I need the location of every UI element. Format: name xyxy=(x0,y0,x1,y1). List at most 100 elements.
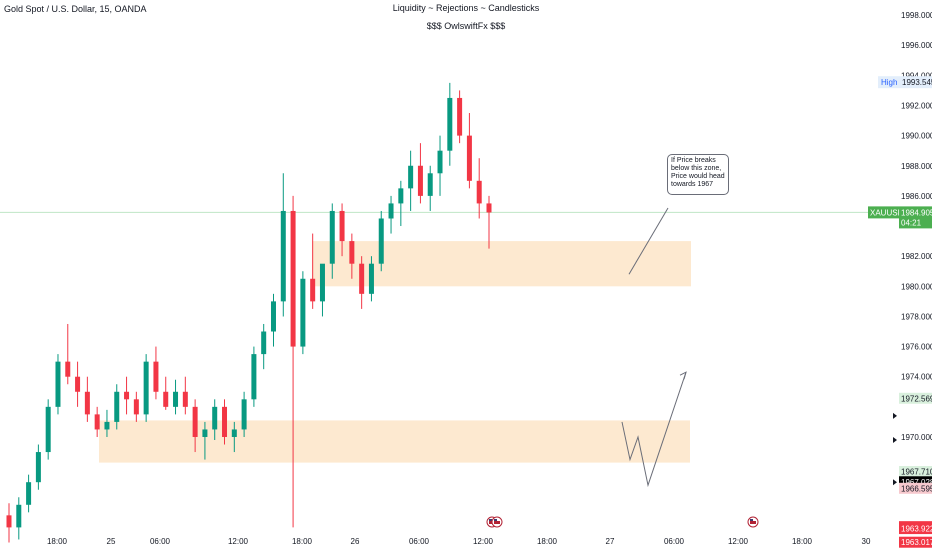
drawings-layer xyxy=(621,207,687,488)
candle-body xyxy=(153,361,159,392)
note-annotation[interactable]: If Price breaks below this zone, Price w… xyxy=(667,154,729,195)
candle xyxy=(359,256,365,309)
candle-body xyxy=(163,391,169,407)
candle-body xyxy=(319,263,325,302)
price-axis-bg xyxy=(868,0,932,550)
candle xyxy=(280,173,286,317)
price-tick-label: 1978.000 xyxy=(901,312,932,321)
candle xyxy=(16,497,22,540)
price-tag: 1963.017 xyxy=(901,538,932,547)
candle xyxy=(65,323,71,385)
projected-arrowhead xyxy=(679,371,687,380)
candle xyxy=(45,399,51,460)
candle-body xyxy=(104,421,110,430)
candle-body xyxy=(114,391,120,422)
candle-body xyxy=(26,482,32,505)
candle xyxy=(398,180,404,227)
candle-body xyxy=(182,391,188,407)
event-flag-icon xyxy=(747,516,759,528)
candle xyxy=(339,203,345,257)
candle xyxy=(124,376,130,415)
time-tick-label: 06:00 xyxy=(664,537,685,546)
candle-body xyxy=(241,399,247,430)
candle xyxy=(153,346,159,400)
candle xyxy=(290,195,296,528)
candle xyxy=(212,399,218,440)
time-tick-label: 18:00 xyxy=(47,537,68,546)
candle-body xyxy=(212,406,218,430)
candle xyxy=(173,379,179,415)
time-tick-label: 06:00 xyxy=(150,537,171,546)
candle-body xyxy=(457,97,463,136)
candle xyxy=(408,150,414,211)
candle-body xyxy=(124,391,130,400)
time-axis[interactable]: 18:00 25 06:00 12:00 18:00 26 06:00 12:00 18:00 2… xyxy=(47,516,871,546)
time-tick-label: 18:00 xyxy=(537,537,558,546)
candle xyxy=(143,354,149,422)
countdown-tag: 04:21 xyxy=(901,218,922,227)
candle-body xyxy=(133,399,139,415)
candle xyxy=(104,409,110,437)
price-tag-bg xyxy=(899,392,932,404)
candle xyxy=(466,113,472,189)
candle-body xyxy=(339,210,345,242)
candle-body xyxy=(486,203,492,213)
candle-body xyxy=(45,406,51,453)
candle-body xyxy=(173,391,179,407)
candle xyxy=(75,361,81,407)
price-tag-bg xyxy=(899,536,932,548)
candle xyxy=(251,346,257,407)
candle xyxy=(476,158,482,219)
symbol-title: Gold Spot / U.S. Dollar, 15, OANDA xyxy=(4,4,147,14)
candle xyxy=(94,406,100,437)
candle xyxy=(26,474,32,513)
price-tag-bg xyxy=(899,476,932,488)
time-tick-label: 12:00 xyxy=(228,537,249,546)
time-tick-label: 18:00 xyxy=(292,537,313,546)
candle-body xyxy=(270,301,276,332)
candle-body xyxy=(65,361,71,377)
price-tag-bg xyxy=(899,523,932,535)
alert-marker-icon xyxy=(893,412,897,419)
candle-body xyxy=(476,180,482,204)
candle xyxy=(222,399,228,445)
candle xyxy=(163,376,169,410)
candle-body xyxy=(75,376,81,392)
candle xyxy=(192,399,198,453)
candle xyxy=(447,82,453,166)
candle xyxy=(388,195,394,234)
candle xyxy=(84,376,90,422)
candle xyxy=(378,210,384,272)
price-axis[interactable]: 1998.000 1996.000 1994.000 1992.000 1990.000… xyxy=(868,0,932,550)
price-tick-label: 1996.000 xyxy=(901,41,932,50)
price-tag: 1963.922 xyxy=(901,525,932,534)
price-tag-bg xyxy=(899,465,932,477)
price-tick-label: 1982.000 xyxy=(901,252,932,261)
time-tick-label: 26 xyxy=(351,537,360,546)
time-tick-label: 30 xyxy=(862,537,871,546)
event-flag-canton xyxy=(750,519,753,521)
price-tick-label: 1994.000 xyxy=(901,71,932,80)
candle-body xyxy=(349,241,355,264)
candle-body xyxy=(84,391,90,415)
price-tick-label: 1980.000 xyxy=(901,282,932,291)
candle-body xyxy=(261,331,267,355)
price-tick-label: 1986.000 xyxy=(901,192,932,201)
candle xyxy=(427,165,433,211)
candle xyxy=(486,195,492,249)
price-tag: 1972.569 xyxy=(901,394,932,403)
zones-layer xyxy=(0,211,868,463)
price-tick-label: 1988.000 xyxy=(901,162,932,171)
candle-body xyxy=(437,150,443,174)
candle xyxy=(329,203,335,279)
symbol-tag-bg xyxy=(868,206,899,219)
candle xyxy=(133,391,139,422)
candle xyxy=(231,421,237,453)
candle xyxy=(310,233,316,309)
current-price-tag-bg xyxy=(899,206,932,229)
candle-body xyxy=(300,278,306,347)
idea-title: Liquidity ~ Rejections ~ Candlesticks xyxy=(392,3,540,13)
candle xyxy=(261,323,267,370)
candle-body xyxy=(143,361,149,415)
